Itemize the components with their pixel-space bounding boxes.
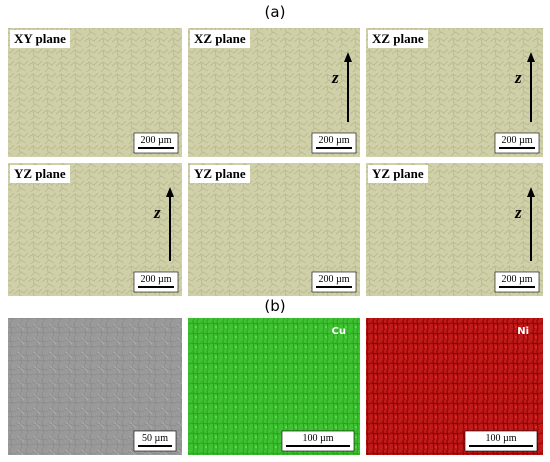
axis-label: z — [514, 68, 522, 87]
scale-label: 200 µm — [140, 274, 171, 285]
element-label: Cu — [332, 326, 346, 337]
panel-title: XY plane — [14, 31, 66, 46]
title-box — [368, 165, 428, 183]
axis-label: z — [153, 203, 161, 222]
axis-label: z — [514, 203, 522, 222]
title-box — [10, 30, 70, 48]
arrow-head — [344, 52, 352, 62]
element-label: Ni — [517, 326, 529, 337]
scale-label: 100 µm — [485, 433, 516, 444]
title-box — [368, 30, 428, 48]
panel-title: YZ plane — [14, 166, 66, 181]
panel-title: YZ plane — [372, 166, 424, 181]
scale-label: 200 µm — [318, 135, 349, 146]
arrow-head — [527, 187, 535, 197]
panel-title: XZ plane — [194, 31, 246, 46]
panel-label: (b) — [264, 297, 285, 315]
scale-label: 100 µm — [302, 433, 333, 444]
title-box — [190, 165, 250, 183]
title-box — [190, 30, 250, 48]
scale-label: 200 µm — [501, 274, 532, 285]
arrow-head — [527, 52, 535, 62]
scale-label: 50 µm — [142, 433, 168, 444]
scale-label: 200 µm — [501, 135, 532, 146]
panel-label: (a) — [265, 3, 286, 21]
scale-label: 200 µm — [318, 274, 349, 285]
axis-label: z — [331, 68, 339, 87]
title-box — [10, 165, 70, 183]
panel-title: YZ plane — [194, 166, 246, 181]
panel-title: XZ plane — [372, 31, 424, 46]
arrow-head — [166, 187, 174, 197]
scale-label: 200 µm — [140, 135, 171, 146]
